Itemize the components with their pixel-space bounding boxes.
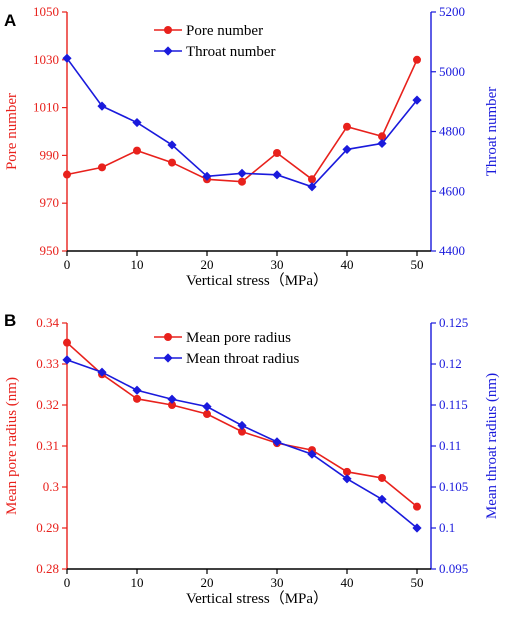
mean-pore-radius-point bbox=[203, 410, 211, 419]
pore-number-point bbox=[273, 149, 281, 158]
right-tick-label: 4800 bbox=[439, 124, 465, 139]
pore-number-point bbox=[413, 55, 421, 64]
legend-label: Pore number bbox=[186, 23, 263, 39]
left-tick-label: 0.3 bbox=[43, 479, 59, 494]
right-tick-label: 4400 bbox=[439, 243, 465, 258]
left-tick-label: 0.33 bbox=[36, 356, 59, 371]
legend-swatch-marker bbox=[164, 26, 172, 34]
left-tick-label: 0.28 bbox=[36, 561, 59, 576]
left-tick-label: 950 bbox=[40, 243, 60, 258]
throat-number-point bbox=[237, 168, 247, 178]
mean-throat-radius-point bbox=[342, 474, 352, 484]
legend-label: Mean pore radius bbox=[186, 330, 291, 346]
x-tick-label: 40 bbox=[341, 575, 354, 590]
throat-number-point bbox=[62, 53, 72, 63]
left-tick-label: 0.32 bbox=[36, 397, 59, 412]
mean-pore-radius-point bbox=[63, 338, 71, 347]
mean-throat-radius-point bbox=[62, 355, 72, 365]
mean-pore-radius-point bbox=[133, 394, 141, 403]
legend-swatch-marker bbox=[164, 333, 172, 341]
right-tick-label: 0.11 bbox=[439, 438, 461, 453]
x-tick-label: 0 bbox=[64, 575, 71, 590]
left-tick-label: 0.34 bbox=[36, 315, 59, 330]
throat-number-point bbox=[167, 140, 177, 150]
throat-number-point bbox=[342, 144, 352, 155]
x-tick-label: 30 bbox=[271, 575, 284, 590]
left-tick-label: 990 bbox=[40, 147, 60, 162]
mean-throat-radius-point bbox=[202, 402, 212, 412]
left-tick-label: 1010 bbox=[33, 100, 59, 115]
mean-pore-radius-point bbox=[343, 467, 351, 476]
legend-swatch-marker bbox=[163, 353, 173, 363]
throat-number-point bbox=[307, 182, 317, 192]
pore-number-point bbox=[343, 122, 351, 131]
x-tick-label: 30 bbox=[271, 257, 284, 272]
right-axis-title: Throat number bbox=[484, 87, 500, 177]
right-tick-label: 0.095 bbox=[439, 561, 468, 576]
mean-throat-radius-point bbox=[167, 394, 177, 404]
x-axis-title: Vertical stress（MPa） bbox=[186, 272, 328, 289]
throat-number-point bbox=[202, 171, 212, 181]
legend-swatch-marker bbox=[163, 46, 173, 56]
x-tick-label: 20 bbox=[201, 575, 214, 590]
mean-throat-radius-point bbox=[132, 385, 142, 395]
mean-throat-radius-point bbox=[272, 437, 282, 447]
mean-throat-radius-point bbox=[97, 367, 107, 377]
pore-number-point bbox=[238, 177, 246, 186]
mean-throat-radius-point bbox=[237, 420, 247, 431]
right-axis-title: Mean throat radius (nm) bbox=[484, 373, 500, 519]
right-tick-label: 4600 bbox=[439, 183, 465, 198]
x-tick-label: 0 bbox=[64, 257, 71, 272]
throat-number-point bbox=[272, 170, 282, 180]
left-tick-label: 0.29 bbox=[36, 520, 59, 535]
pore-number-point bbox=[133, 146, 141, 155]
left-tick-label: 1050 bbox=[33, 4, 59, 19]
mean-throat-radius-line bbox=[66, 359, 418, 529]
right-tick-label: 5000 bbox=[439, 64, 465, 79]
right-tick-label: 0.125 bbox=[439, 315, 468, 330]
x-tick-label: 50 bbox=[411, 257, 424, 272]
pore-number-point bbox=[378, 132, 386, 141]
throat-number-point bbox=[412, 95, 422, 105]
mean-throat-radius-point bbox=[377, 494, 387, 504]
left-tick-label: 970 bbox=[40, 195, 60, 210]
right-tick-label: 5200 bbox=[439, 4, 465, 19]
panel-label: A bbox=[4, 11, 16, 30]
x-tick-label: 10 bbox=[131, 257, 144, 272]
x-tick-label: 20 bbox=[201, 257, 214, 272]
throat-number-point bbox=[377, 138, 387, 149]
mean-throat-radius-point bbox=[412, 523, 422, 533]
pore-number-point bbox=[168, 158, 176, 167]
right-tick-label: 0.105 bbox=[439, 479, 468, 494]
right-tick-label: 0.115 bbox=[439, 397, 468, 412]
mean-pore-radius-point bbox=[378, 473, 386, 482]
right-tick-label: 0.12 bbox=[439, 356, 462, 371]
pore-number-line bbox=[66, 59, 418, 183]
left-tick-label: 1030 bbox=[33, 52, 59, 67]
mean-pore-radius-point bbox=[168, 401, 176, 409]
left-tick-label: 0.31 bbox=[36, 438, 59, 453]
left-axis-title: Mean pore radius (nm) bbox=[4, 377, 20, 515]
mean-throat-radius-point bbox=[307, 449, 317, 459]
throat-number-point bbox=[132, 117, 142, 128]
x-tick-label: 40 bbox=[341, 257, 354, 272]
pore-number-point bbox=[98, 163, 106, 172]
pore-number-point bbox=[308, 175, 316, 184]
chart-b: B 0.28 0.29 0.3 0.31 0.32 0.33 0.34 Mean pore ra… bbox=[4, 311, 500, 607]
x-axis-title: Vertical stress（MPa） bbox=[186, 590, 328, 607]
legend-label: Throat number bbox=[186, 44, 276, 60]
mean-pore-radius-point bbox=[238, 427, 246, 436]
x-tick-label: 50 bbox=[411, 575, 424, 590]
mean-pore-radius-point bbox=[413, 502, 421, 511]
right-tick-label: 0.1 bbox=[439, 520, 455, 535]
pore-number-point bbox=[63, 170, 71, 179]
throat-number-line bbox=[66, 57, 418, 188]
left-axis-title: Pore number bbox=[4, 93, 20, 170]
legend-label: Mean throat radius bbox=[186, 351, 299, 367]
x-tick-label: 10 bbox=[131, 575, 144, 590]
throat-number-point bbox=[97, 101, 107, 111]
panel-label: B bbox=[4, 311, 16, 330]
